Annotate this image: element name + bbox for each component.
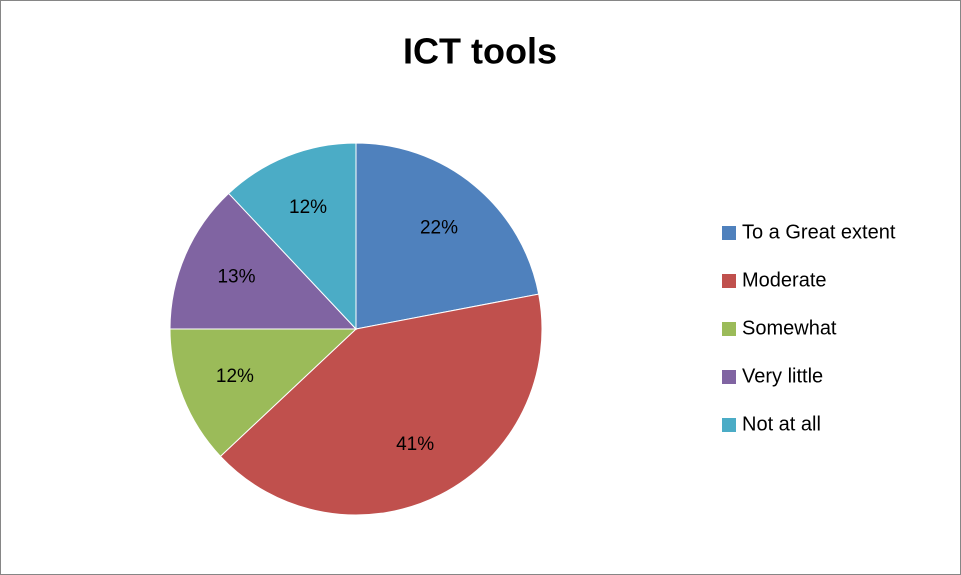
data-label: 13%	[217, 266, 255, 287]
legend-swatch	[722, 370, 736, 384]
data-label: 41%	[396, 434, 434, 455]
legend-swatch	[722, 418, 736, 432]
legend-swatch	[722, 274, 736, 288]
pie-slice	[227, 142, 357, 331]
legend-label: Somewhat	[742, 317, 837, 339]
data-label: 22%	[420, 218, 458, 239]
legend-label: Very little	[742, 365, 823, 387]
pie-slice	[219, 293, 543, 516]
legend-label: Moderate	[742, 269, 827, 291]
chart-title: ICT tools	[403, 31, 557, 72]
pie-slice	[169, 192, 358, 330]
legend-label: To a Great extent	[742, 221, 896, 243]
legend-label: Not at all	[742, 413, 821, 435]
pie-slice	[169, 328, 358, 458]
data-label: 12%	[289, 197, 327, 218]
pie-slice	[355, 142, 540, 330]
legend-swatch	[722, 322, 736, 336]
data-label: 12%	[216, 366, 254, 387]
legend-swatch	[722, 226, 736, 240]
